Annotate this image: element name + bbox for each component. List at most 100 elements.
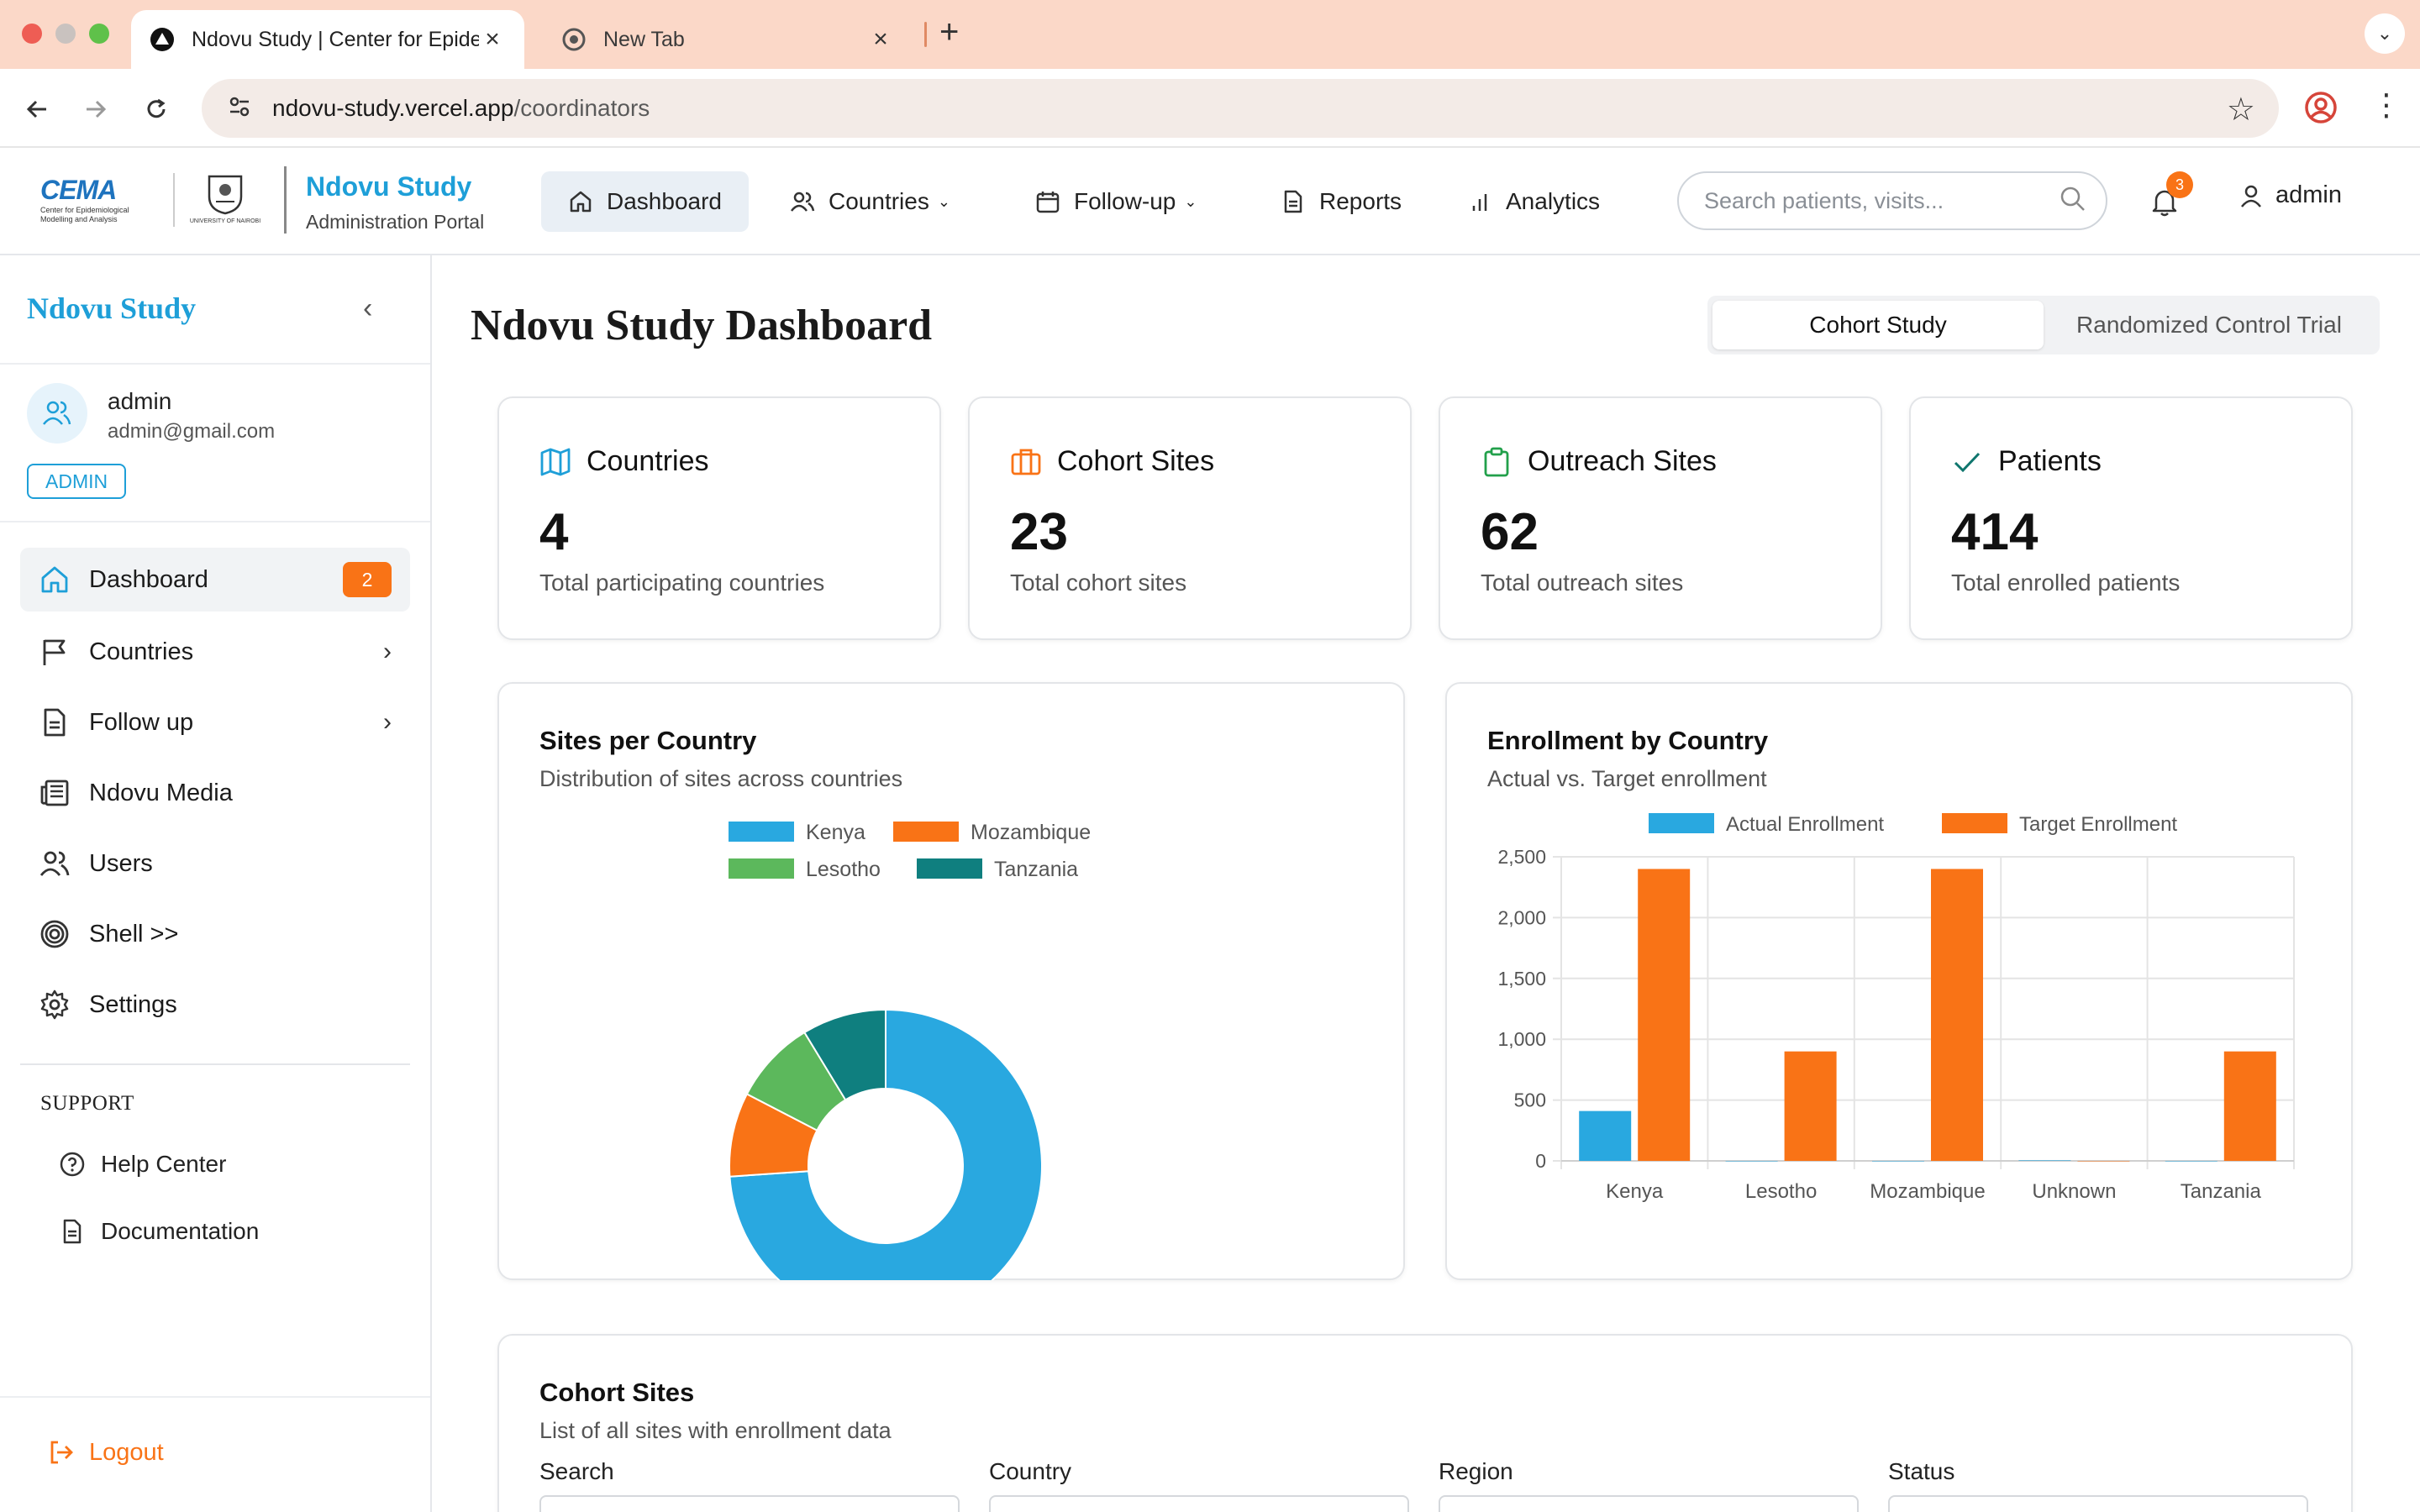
user-name: admin (2275, 181, 2342, 208)
browser-tab-active[interactable]: Ndovu Study | Center for Epidemiological… (131, 10, 524, 69)
brand-subtitle: Administration Portal (306, 211, 485, 233)
nav-label: Follow-up (1074, 188, 1176, 214)
map-icon (540, 448, 571, 475)
chrome-favicon-icon (561, 27, 587, 52)
nav-analytics[interactable]: Analytics (1440, 171, 1627, 232)
logout-button[interactable]: Logout (47, 1438, 164, 1467)
sidebar-item-dashboard[interactable]: Dashboard 2 (20, 548, 410, 612)
nav-countries[interactable]: Countries ⌄ (763, 171, 977, 232)
country-filter-select[interactable] (989, 1495, 1409, 1512)
bar-target-enrollment (2223, 1051, 2276, 1161)
help-circle-icon (60, 1152, 85, 1177)
y-tick-label: 2,000 (1497, 906, 1546, 928)
vercel-favicon-icon (150, 27, 175, 52)
search-input[interactable] (1677, 171, 2107, 230)
sidebar-item-label: Countries (89, 638, 194, 665)
search-filter-input[interactable] (539, 1495, 960, 1512)
university-crest-icon (208, 175, 243, 215)
stat-value: 62 (1481, 503, 1539, 561)
card-title: Sites per Country (539, 726, 757, 755)
briefcase-icon (1011, 449, 1041, 475)
stat-caption: Total outreach sites (1481, 570, 1684, 596)
sidebar-item-users[interactable]: Users (20, 832, 410, 895)
collapse-sidebar-icon[interactable]: ‹ (363, 292, 373, 324)
segment-cohort-study[interactable]: Cohort Study (1712, 301, 2044, 349)
minimize-window-button[interactable] (55, 24, 76, 44)
cema-logo[interactable]: CEMA Center for Epidemiological Modellin… (40, 175, 158, 225)
sidebar-item-documentation[interactable]: Documentation (59, 1211, 259, 1252)
status-filter-select[interactable] (1888, 1495, 2308, 1512)
sidebar-item-countries[interactable]: Countries › (20, 620, 410, 684)
divider (0, 1396, 430, 1398)
check-icon (1954, 452, 1981, 472)
card-title: Cohort Sites (539, 1378, 695, 1407)
role-badge: ADMIN (27, 464, 127, 499)
sidebar-item-label: Users (89, 849, 153, 877)
close-tab-icon[interactable]: × (485, 25, 500, 53)
logout-icon (50, 1441, 73, 1464)
profile-icon[interactable] (2302, 89, 2339, 126)
stat-title: Patients (1998, 445, 2102, 477)
stat-card-countries: Countries 4 Total participating countrie… (497, 396, 941, 640)
nav-label: Dashboard (607, 188, 722, 214)
users-icon (791, 192, 815, 212)
url-path: /coordinators (513, 95, 650, 121)
sidebar-item-label: Help Center (101, 1151, 227, 1177)
close-window-button[interactable] (22, 24, 42, 44)
stat-caption: Total participating countries (539, 570, 825, 596)
nav-reports[interactable]: Reports (1254, 171, 1428, 232)
spiral-icon (40, 920, 69, 948)
stat-title: Outreach Sites (1528, 445, 1717, 477)
enrollment-by-country-card: Enrollment by Country Actual vs. Target … (1445, 682, 2353, 1280)
legend-swatch-lesotho (729, 858, 794, 879)
back-arrow-icon[interactable] (17, 89, 57, 129)
tab-search-chevron-icon[interactable]: ⌄ (2365, 13, 2405, 54)
site-settings-icon[interactable] (227, 94, 252, 123)
sidebar-item-ndovu-media[interactable]: Ndovu Media (20, 761, 410, 825)
stat-caption: Total enrolled patients (1951, 570, 2181, 596)
stat-value: 414 (1951, 503, 2039, 561)
app-header: CEMA Center for Epidemiological Modellin… (0, 148, 2420, 255)
bookmark-star-icon[interactable]: ☆ (2226, 92, 2255, 128)
browser-tab-new[interactable]: New Tab × (543, 10, 913, 69)
legend-label: Mozambique (971, 821, 1091, 844)
search-icon[interactable] (2059, 185, 2087, 213)
sidebar-item-follow-up[interactable]: Follow up › (20, 690, 410, 754)
y-tick-label: 500 (1514, 1089, 1546, 1111)
brand-name: Ndovu Study (306, 171, 472, 202)
donut-slice-kenya (729, 1008, 1043, 1280)
brand: Ndovu Study Administration Portal (306, 171, 484, 234)
reload-icon[interactable] (136, 89, 176, 129)
cohort-sites-card: Cohort Sites List of all sites with enro… (497, 1334, 2353, 1512)
sidebar-title: Ndovu Study (27, 291, 197, 325)
region-filter-select[interactable] (1439, 1495, 1859, 1512)
sidebar: Ndovu Study ‹ admin admin@gmail.com ADMI… (0, 255, 432, 1512)
bar-actual-enrollment (1579, 1110, 1632, 1161)
maximize-window-button[interactable] (89, 24, 109, 44)
logo-text: CEMA (40, 175, 117, 205)
sidebar-item-help-center[interactable]: Help Center (59, 1144, 226, 1184)
new-tab-icon[interactable]: + (939, 13, 960, 50)
browser-menu-icon[interactable]: ⋮ (2371, 87, 2402, 122)
sidebar-item-shell[interactable]: Shell >> (20, 902, 410, 966)
divider (20, 1063, 410, 1065)
nav-label: Analytics (1506, 188, 1601, 214)
bar-target-enrollment (1931, 869, 1983, 1161)
legend-label: Kenya (806, 821, 865, 844)
close-tab-icon[interactable]: × (873, 25, 888, 53)
browser-toolbar: ndovu-study.vercel.app/coordinators ☆ ⋮ (0, 69, 2420, 148)
bar-actual-enrollment (2018, 1160, 2071, 1161)
nav-follow-up[interactable]: Follow-up ⌄ (1008, 171, 1223, 232)
segment-randomized-control-trial[interactable]: Randomized Control Trial (2076, 312, 2342, 338)
user-menu[interactable]: admin (2238, 181, 2342, 209)
forward-arrow-icon[interactable] (76, 89, 116, 129)
y-tick-label: 1,500 (1497, 968, 1546, 990)
sidebar-item-settings[interactable]: Settings (20, 973, 410, 1037)
gear-icon (40, 990, 69, 1020)
sidebar-item-label: Ndovu Media (89, 779, 233, 806)
address-bar[interactable]: ndovu-study.vercel.app/coordinators ☆ (202, 79, 2279, 138)
logo-subtext: Modelling and Analysis (40, 215, 118, 223)
notification-badge: 3 (2166, 171, 2193, 198)
nav-dashboard[interactable]: Dashboard (541, 171, 749, 232)
users-icon (39, 851, 70, 876)
